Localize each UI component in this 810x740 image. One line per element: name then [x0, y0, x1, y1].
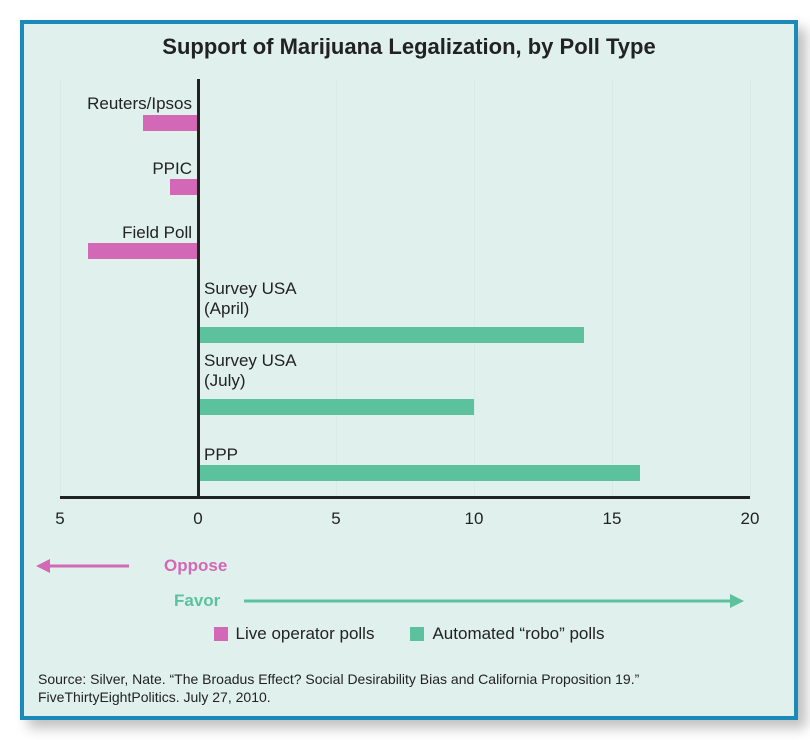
- legend-text: Automated “robo” polls: [432, 624, 604, 644]
- chart-title: Support of Marijuana Legalization, by Po…: [24, 24, 794, 60]
- legend-item: Live operator polls: [214, 624, 375, 644]
- bar-label: Survey USA (April): [204, 279, 297, 318]
- bar-label: Survey USA (July): [204, 351, 297, 390]
- tick-label: 0: [193, 509, 202, 529]
- y-axis: [197, 79, 200, 499]
- legend-text: Live operator polls: [236, 624, 375, 644]
- bar-label: PPP: [204, 445, 238, 465]
- bar-label: Field Poll: [122, 223, 192, 243]
- tick-label: 10: [465, 509, 484, 529]
- gridline: [336, 79, 337, 499]
- legend-swatch: [214, 627, 228, 641]
- legend: Live operator polls Automated “robo” poll…: [24, 624, 794, 646]
- favor-direction: Favor: [24, 589, 794, 613]
- bar: [143, 115, 198, 131]
- bar-label: PPIC: [152, 159, 192, 179]
- oppose-direction: Oppose: [24, 554, 794, 578]
- legend-swatch: [410, 627, 424, 641]
- bar: [198, 465, 640, 481]
- bar: [198, 399, 474, 415]
- favor-arrow-icon: [24, 589, 794, 613]
- gridline: [474, 79, 475, 499]
- plot-area: Reuters/Ipsos PPIC Field Poll Survey USA (A…: [60, 79, 750, 499]
- bar: [198, 327, 584, 343]
- gridline: [750, 79, 751, 499]
- tick-label: 15: [603, 509, 622, 529]
- gridline: [612, 79, 613, 499]
- bar-label: Reuters/Ipsos: [87, 94, 192, 114]
- legend-item: Automated “robo” polls: [410, 624, 604, 644]
- chart-frame: Support of Marijuana Legalization, by Po…: [20, 20, 798, 720]
- gridline: [60, 79, 61, 499]
- oppose-arrow-icon: [24, 554, 794, 578]
- x-axis: [60, 496, 750, 499]
- tick-label: 20: [741, 509, 760, 529]
- bar: [170, 179, 198, 195]
- source-text: Source: Silver, Nate. “The Broadus Effec…: [38, 670, 639, 706]
- tick-label: 5: [331, 509, 340, 529]
- bar: [88, 243, 198, 259]
- tick-label: 5: [55, 509, 64, 529]
